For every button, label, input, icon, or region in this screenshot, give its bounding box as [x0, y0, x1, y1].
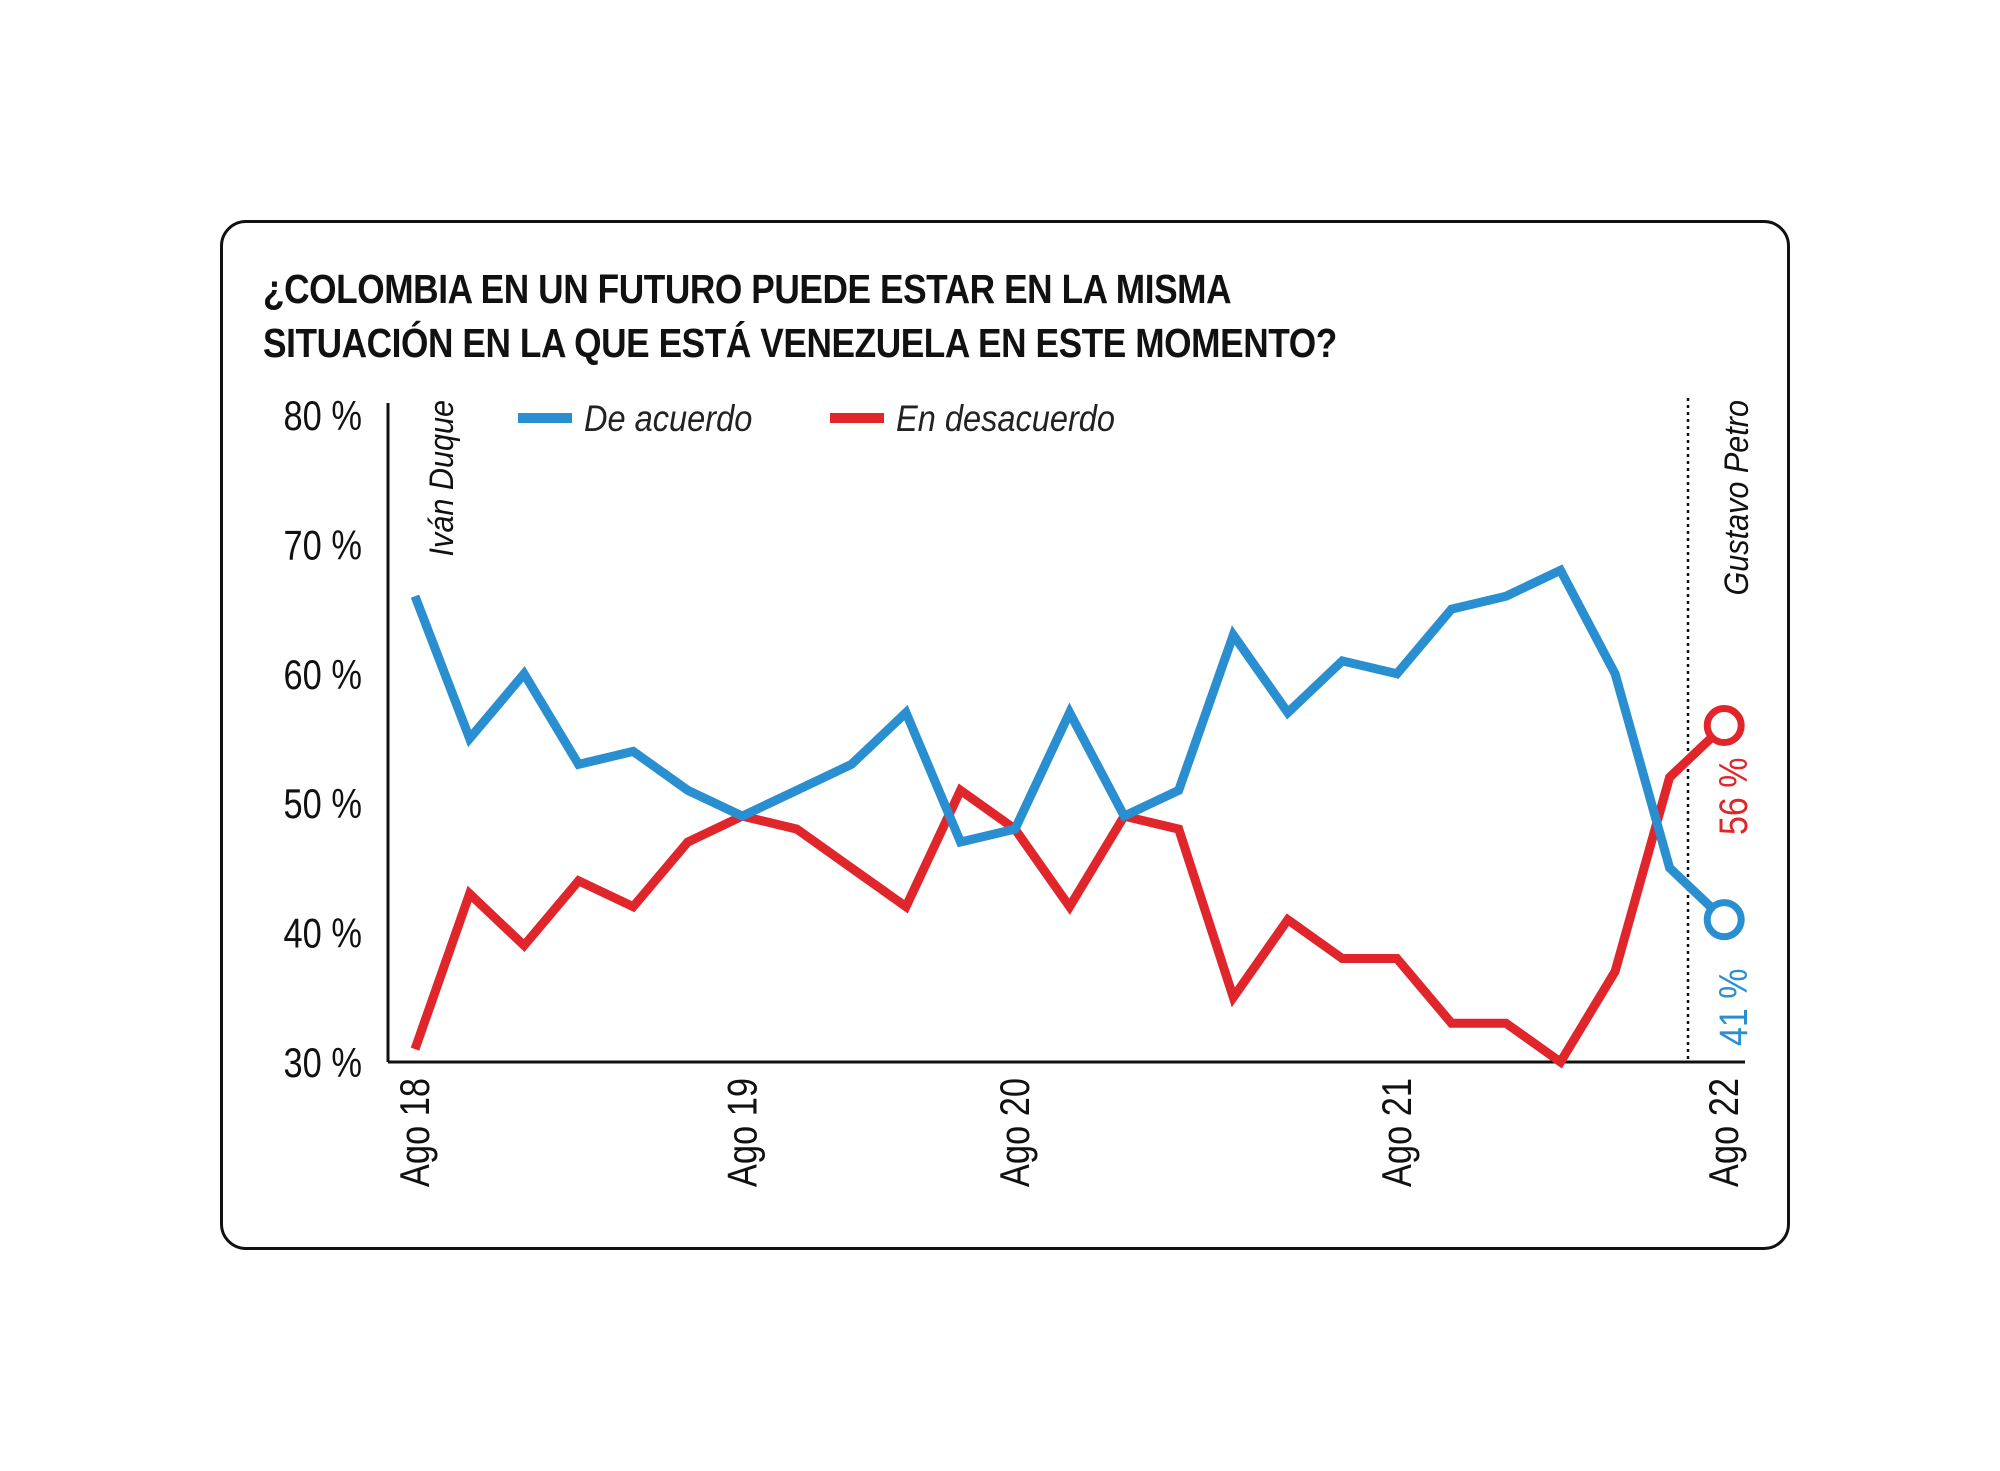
y-tick-label: 50 %	[284, 781, 362, 828]
end-value-label-en-desacuerdo: 56 %	[1710, 758, 1755, 835]
legend-label-de-acuerdo: De acuerdo	[584, 398, 752, 439]
annotation-ivan-duque: Iván Duque	[423, 400, 461, 556]
end-value-label-de-acuerdo: 41 %	[1710, 969, 1755, 1046]
series-line-en-desacuerdo	[410, 722, 1728, 1069]
annotation-gustavo-petro: Gustavo Petro	[1718, 400, 1756, 596]
y-tick-label: 70 %	[284, 522, 362, 569]
end-marker-de-acuerdo	[1703, 899, 1745, 941]
y-tick-label: 60 %	[284, 652, 362, 699]
end-marker-en-desacuerdo	[1703, 705, 1745, 747]
y-tick-label: 30 %	[284, 1040, 362, 1087]
legend-label-en-desacuerdo: En desacuerdo	[896, 398, 1115, 439]
chart-title-line-2: SITUACIÓN EN LA QUE ESTÁ VENEZUELA EN ES…	[263, 320, 1337, 366]
chart-card	[220, 220, 1790, 1250]
chart-title-line-1: ¿COLOMBIA EN UN FUTURO PUEDE ESTAR EN LA…	[263, 266, 1232, 312]
series-line-de-acuerdo	[410, 564, 1728, 923]
x-tick-label: Ago 22	[1701, 1078, 1748, 1187]
y-tick-label: 80 %	[284, 393, 362, 440]
y-tick-label: 40 %	[284, 910, 362, 957]
x-tick-label: Ago 18	[392, 1078, 439, 1187]
x-tick-label: Ago 19	[719, 1078, 766, 1187]
chart-title: ¿COLOMBIA EN UN FUTURO PUEDE ESTAR EN LA…	[263, 262, 1553, 370]
x-tick-label: Ago 20	[992, 1078, 1039, 1187]
x-tick-label: Ago 21	[1374, 1078, 1421, 1187]
